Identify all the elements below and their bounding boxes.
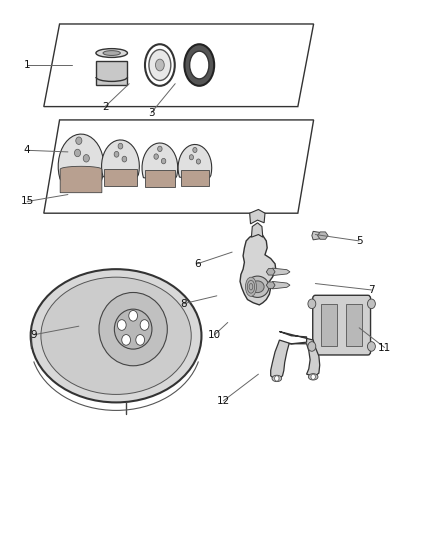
Circle shape <box>189 155 194 160</box>
Circle shape <box>114 151 119 157</box>
Circle shape <box>83 155 89 162</box>
Ellipse shape <box>246 276 269 297</box>
Text: 8: 8 <box>180 299 187 309</box>
Text: 5: 5 <box>356 236 363 246</box>
Polygon shape <box>266 269 275 275</box>
Ellipse shape <box>31 269 201 402</box>
Polygon shape <box>58 134 104 181</box>
Ellipse shape <box>149 50 171 80</box>
Circle shape <box>154 154 159 159</box>
Ellipse shape <box>190 51 209 79</box>
Text: 11: 11 <box>378 343 391 352</box>
Circle shape <box>196 159 201 164</box>
Text: 2: 2 <box>102 102 109 111</box>
Polygon shape <box>272 281 290 289</box>
Text: 4: 4 <box>24 146 31 155</box>
Circle shape <box>308 342 316 351</box>
Circle shape <box>311 374 315 379</box>
Ellipse shape <box>96 49 127 58</box>
Ellipse shape <box>245 277 257 296</box>
Circle shape <box>140 320 149 330</box>
Bar <box>346 304 362 346</box>
Ellipse shape <box>145 44 175 86</box>
Polygon shape <box>178 144 212 177</box>
Ellipse shape <box>251 281 264 293</box>
Ellipse shape <box>272 375 282 382</box>
Text: 15: 15 <box>21 197 34 206</box>
Polygon shape <box>272 268 290 276</box>
Circle shape <box>308 299 316 309</box>
Ellipse shape <box>247 280 254 293</box>
Polygon shape <box>104 168 137 187</box>
Ellipse shape <box>155 59 164 71</box>
Polygon shape <box>250 209 265 224</box>
Polygon shape <box>145 170 175 187</box>
Polygon shape <box>251 223 263 237</box>
Polygon shape <box>142 143 178 178</box>
Circle shape <box>122 156 127 162</box>
Polygon shape <box>44 120 314 213</box>
Circle shape <box>367 342 375 351</box>
Ellipse shape <box>249 284 253 290</box>
Circle shape <box>136 335 145 345</box>
FancyBboxPatch shape <box>313 295 371 355</box>
Polygon shape <box>44 24 314 107</box>
Circle shape <box>367 299 375 309</box>
Text: 9: 9 <box>31 330 38 340</box>
Circle shape <box>118 143 123 149</box>
Circle shape <box>193 148 197 152</box>
Polygon shape <box>60 166 102 193</box>
Circle shape <box>122 335 131 345</box>
Polygon shape <box>271 332 320 378</box>
Circle shape <box>161 158 166 164</box>
Polygon shape <box>318 232 328 239</box>
Circle shape <box>76 137 82 144</box>
Ellipse shape <box>114 309 152 349</box>
Circle shape <box>158 146 162 151</box>
Ellipse shape <box>99 293 167 366</box>
Text: 6: 6 <box>194 259 201 269</box>
Text: 7: 7 <box>368 285 375 295</box>
Text: 10: 10 <box>208 330 221 340</box>
Polygon shape <box>102 140 139 177</box>
Ellipse shape <box>184 44 214 86</box>
Text: 12: 12 <box>217 396 230 406</box>
Polygon shape <box>240 233 276 305</box>
Ellipse shape <box>103 51 120 55</box>
Bar <box>96 61 127 85</box>
Polygon shape <box>312 231 325 240</box>
Bar <box>321 304 337 346</box>
Polygon shape <box>266 282 275 288</box>
Circle shape <box>117 320 126 330</box>
Circle shape <box>74 149 81 157</box>
Circle shape <box>129 310 138 321</box>
Text: 1: 1 <box>24 60 31 70</box>
Polygon shape <box>180 170 209 186</box>
Ellipse shape <box>308 374 318 380</box>
Circle shape <box>275 376 279 381</box>
Ellipse shape <box>41 277 191 394</box>
Text: 3: 3 <box>148 108 155 118</box>
